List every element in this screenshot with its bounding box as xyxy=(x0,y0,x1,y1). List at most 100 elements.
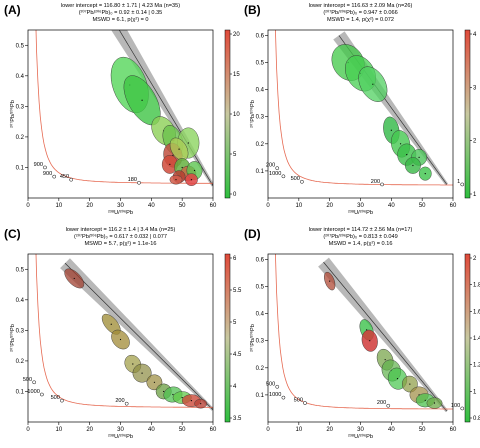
data-point xyxy=(190,179,193,181)
age-marker xyxy=(275,384,280,389)
data-point xyxy=(141,99,143,101)
data-point xyxy=(396,378,399,380)
scale-tick-label: 3.5 xyxy=(233,416,242,422)
plot-area xyxy=(275,30,453,186)
age-marker xyxy=(137,180,141,185)
scale-tick-label: 4 xyxy=(473,32,477,38)
data-point xyxy=(193,169,196,172)
data-point xyxy=(178,148,180,150)
panel-c: (C) lower intercept = 116.2 ± 1.4 | 3.4 M… xyxy=(4,227,242,440)
y-axis-label: ²⁰⁷Pb/²⁰⁶Pb xyxy=(9,324,16,352)
color-scale-bar xyxy=(224,29,231,199)
age-marker xyxy=(380,182,384,187)
age-marker xyxy=(460,406,465,411)
scale-tick-label: 5 xyxy=(233,152,237,158)
color-scale-bar xyxy=(464,253,471,423)
data-point xyxy=(119,338,122,341)
header-line: lower intercept = 116.2 ± 1.4 | 3.4 Ma (… xyxy=(66,227,176,233)
data-point xyxy=(163,390,165,393)
age-label: 200 xyxy=(266,163,275,169)
header-line: lower intercept = 116.63 ± 2.09 Ma (n=26… xyxy=(309,3,413,9)
y-tick-label: 0.1 xyxy=(256,393,265,399)
header-line: lower intercept = 114.72 ± 2.56 Ma (n=17… xyxy=(309,227,413,233)
y-tick-label: 0.4 xyxy=(16,74,25,80)
age-label: 500 xyxy=(23,377,32,383)
x-tick-label: 20 xyxy=(326,203,333,209)
y-tick-label: 0.2 xyxy=(16,135,25,141)
age-label: 180 xyxy=(128,177,137,183)
age-label: 500 xyxy=(51,395,60,401)
x-tick-label: 30 xyxy=(117,203,124,209)
data-point xyxy=(187,142,189,144)
data-point xyxy=(141,372,143,374)
data-point xyxy=(424,173,426,175)
y-tick-label: 0.5 xyxy=(256,285,265,291)
y-tick-label: 0.2 xyxy=(256,142,265,148)
header-line: MSWD = 1.4, p(χ²) = 0.072 xyxy=(327,17,394,23)
scale-tick-label: 5 xyxy=(233,320,237,326)
data-point xyxy=(181,166,183,169)
scale-tick-label: 4 xyxy=(233,384,237,390)
data-point xyxy=(73,277,75,280)
header-line: lower intercept = 116.80 ± 1.71 | 4.23 M… xyxy=(61,3,180,9)
scale-tick-label: 10 xyxy=(233,112,240,118)
scale-tick-label: 20 xyxy=(233,32,240,38)
data-point xyxy=(372,83,374,85)
y-axis-label: ²⁰⁷Pb/²⁰⁶Pb xyxy=(9,100,16,128)
x-tick-label: 50 xyxy=(179,427,186,433)
age-marker xyxy=(43,165,47,170)
panel-a: (A) lower intercept = 116.80 ± 1.71 | 4.2… xyxy=(4,3,240,216)
y-tick-label: 0.4 xyxy=(16,298,25,304)
data-point xyxy=(409,383,411,385)
age-label: 900 xyxy=(43,171,52,177)
plot-area xyxy=(35,30,213,187)
data-point xyxy=(399,143,402,145)
age-marker xyxy=(281,395,286,400)
y-tick-label: 0.3 xyxy=(16,328,25,334)
age-label: 900 xyxy=(34,162,43,168)
y-axis-label: ²⁰⁷Pb/²⁰⁶Pb xyxy=(249,324,256,352)
header-line: MSWD = 1.4, p(χ²) = 0.16 xyxy=(329,241,393,247)
regression-line xyxy=(323,261,448,412)
data-point xyxy=(132,363,134,365)
data-point xyxy=(329,280,331,282)
color-scale-bar xyxy=(224,253,231,423)
x-tick-label: 20 xyxy=(86,427,93,433)
y-tick-label: 0.4 xyxy=(256,312,265,318)
x-axis-label: ²³⁸U/²⁰⁶Pb xyxy=(348,433,373,440)
y-tick-label: 0.5 xyxy=(256,61,265,67)
data-point xyxy=(172,154,174,156)
x-tick-label: 60 xyxy=(210,203,217,209)
x-axis-label: ²³⁸U/²⁰⁶Pb xyxy=(108,433,133,440)
y-tick-label: 0.5 xyxy=(16,43,25,49)
scale-tick-label: 2 xyxy=(473,256,477,262)
concordia-curve xyxy=(275,254,453,410)
age-label: 500 xyxy=(294,398,303,404)
data-point xyxy=(169,163,171,165)
y-tick-label: 0.6 xyxy=(256,257,265,263)
y-tick-label: 0.3 xyxy=(256,339,265,345)
x-tick-label: 20 xyxy=(86,203,93,209)
x-tick-label: 30 xyxy=(357,203,364,209)
data-point xyxy=(369,340,371,342)
x-tick-label: 40 xyxy=(148,203,155,209)
age-marker xyxy=(275,166,280,171)
scale-tick-label: 1.4 xyxy=(473,336,480,342)
x-axis-label: ²³⁸U/²⁰⁶Pb xyxy=(108,209,133,216)
scale-tick-label: 1.8 xyxy=(473,283,480,289)
x-tick-label: 0 xyxy=(266,427,270,433)
scale-tick-label: 3 xyxy=(473,85,477,91)
x-tick-label: 10 xyxy=(295,203,302,209)
y-tick-label: 0.4 xyxy=(256,88,265,94)
x-tick-label: 50 xyxy=(419,203,426,209)
header-line: (²⁰⁷Pb/²⁰⁶Pb)₀ = 0.617 ± 0.032 | 0.077 xyxy=(74,233,167,240)
age-marker xyxy=(52,174,57,179)
panel-b: (B) lower intercept = 116.63 ± 2.09 Ma (n… xyxy=(244,3,477,216)
x-tick-label: 0 xyxy=(26,427,30,433)
age-label: 1000 xyxy=(269,171,281,177)
x-tick-label: 0 xyxy=(266,203,270,209)
x-tick-label: 10 xyxy=(55,427,62,433)
x-tick-label: 50 xyxy=(179,203,186,209)
color-scale-bar xyxy=(464,29,471,199)
